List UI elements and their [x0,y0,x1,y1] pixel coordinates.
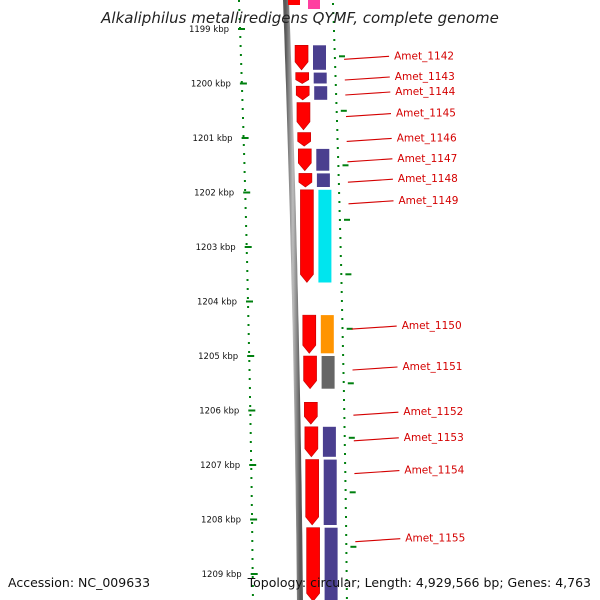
label-leader [355,538,401,543]
gene-arrow[interactable] [297,132,311,147]
backbone [282,0,320,600]
tick-mark [348,436,355,439]
tick-mark [241,137,249,139]
tick-mark [347,382,354,385]
partial-gene [288,0,300,5]
tick-mark [342,164,349,167]
tick-label: 1202 kbp [194,189,234,199]
tick-mark [344,218,350,221]
gene-arrow[interactable] [302,314,317,354]
gene-arrow[interactable] [304,402,318,425]
tick-label: 1204 kbp [197,298,237,308]
dotted-guides [238,0,348,599]
gene-arrow[interactable] [297,148,312,172]
topology-summary: Topology: circular; Length: 4,929,566 bp… [247,575,591,590]
partial-cog [308,0,320,9]
gene-arrow[interactable] [306,527,320,600]
cog-block [316,148,330,171]
gene-arrow[interactable] [295,85,310,101]
tick-mark [339,55,345,58]
tick-mark [249,464,257,466]
gene-label[interactable]: Amet_1154 [404,465,464,477]
tick-label: 1205 kbp [198,352,238,362]
tick-mark [350,545,357,548]
label-leader [345,113,392,118]
tick-mark [349,491,356,494]
gene-features [294,45,338,600]
gene-arrow[interactable] [296,102,311,131]
gene-label[interactable]: Amet_1145 [396,108,456,120]
cog-block [313,72,327,84]
tick-mark [250,573,258,575]
label-leader [345,91,391,96]
cog-block [322,426,336,457]
gene-arrow[interactable] [300,189,314,283]
label-leader [353,437,399,442]
gene-label[interactable]: Amet_1151 [403,361,463,373]
gene-label[interactable]: Amet_1148 [398,173,458,185]
tick-mark [346,327,353,330]
gene-label[interactable]: Amet_1153 [404,432,464,444]
map-title: Alkaliphilus metalliredigens QYMF, compl… [101,9,499,27]
label-leader [348,200,394,205]
tick-mark [246,300,253,303]
gene-label[interactable]: Amet_1150 [402,320,462,332]
label-leader [352,366,398,371]
tick-mark [247,355,255,357]
gene-label[interactable]: Amet_1147 [397,153,457,165]
label-leader [344,76,390,81]
gene-arrow[interactable] [295,72,310,84]
tick-mark [340,109,347,112]
gene-label[interactable]: Amet_1155 [405,533,465,545]
tick-mark [238,28,245,30]
tick-label: 1208 kbp [201,516,241,526]
cog-block [320,315,334,354]
label-leader [347,158,393,163]
gene-arrow[interactable] [304,426,319,458]
tick-mark [250,518,258,521]
gene-arrow[interactable] [294,45,309,71]
tick-label: 1201 kbp [193,134,233,144]
gene-arrow[interactable] [303,355,317,390]
cog-block [324,527,338,600]
cog-block [314,86,328,100]
tick-label: 1207 kbp [200,461,240,471]
tick-mark [345,273,352,276]
gene-label[interactable]: Amet_1142 [394,50,454,62]
gene-labels: Amet_1142 Amet_1143 Amet_1144 Amet_1145 Amet… [344,50,465,545]
gene-label[interactable]: Amet_1146 [397,132,457,144]
accession-text: Accession: NC_009633 [8,575,151,590]
cog-block [313,45,326,70]
kbp-ticks: 1199 kbp 1200 kbp 1201 kbp 1202 kbp 1203 kbp… [189,25,357,580]
tick-label: 1209 kbp [202,570,242,580]
tick-label: 1199 kbp [189,25,229,35]
tick-label: 1206 kbp [199,407,239,417]
tick-label: 1203 kbp [196,243,236,253]
label-leader [347,178,393,183]
cog-block [316,173,330,187]
tick-mark [243,191,251,194]
gene-label[interactable]: Amet_1143 [395,71,455,83]
label-leader [344,55,390,60]
label-leader [346,137,392,142]
backbone-ring [282,0,303,600]
gene-arrow[interactable] [298,173,313,188]
gene-label[interactable]: Amet_1144 [395,86,455,98]
tick-mark [248,409,256,412]
cog-block [318,189,332,283]
tick-label: 1200 kbp [191,80,231,90]
label-leader [353,411,399,416]
label-leader [354,470,400,475]
gene-label[interactable]: Amet_1152 [403,406,463,418]
gene-arrow[interactable] [305,459,319,526]
cog-block [321,356,335,389]
gene-label[interactable]: Amet_1149 [399,195,459,207]
label-leader [351,325,397,330]
tick-mark [244,246,252,248]
tick-mark [239,82,247,85]
cog-block [323,459,337,525]
